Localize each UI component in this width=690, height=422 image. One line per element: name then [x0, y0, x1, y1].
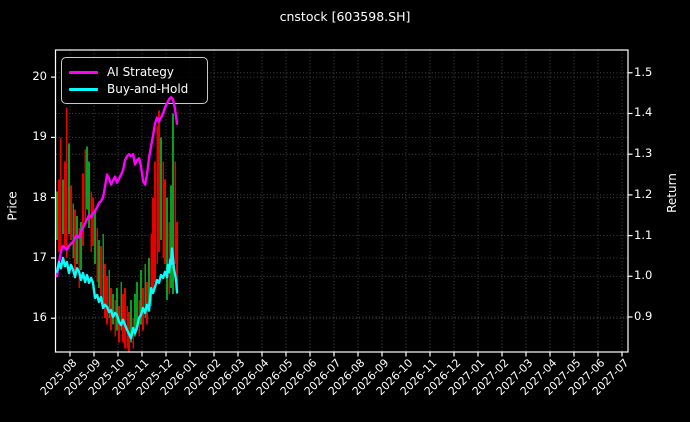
chart-legend: AI Strategy Buy-and-Hold	[61, 57, 208, 104]
return-tick-label: 1.0	[634, 268, 653, 283]
return-tick-label: 1.5	[634, 64, 653, 79]
chart-title: cnstock [603598.SH]	[279, 9, 411, 24]
legend-label: AI Strategy	[107, 65, 174, 79]
return-tick-label: 1.3	[634, 146, 653, 161]
legend-item-ai-strategy: AI Strategy	[69, 66, 200, 78]
legend-item-buy-and-hold: Buy-and-Hold	[69, 83, 200, 95]
legend-label: Buy-and-Hold	[107, 82, 189, 96]
price-tick-label: 19	[32, 129, 47, 144]
ai-strategy-line-swatch	[69, 70, 98, 74]
price-tick-label: 20	[32, 69, 47, 84]
price-tick-label: 18	[32, 189, 47, 204]
price-tick-label: 16	[32, 310, 47, 325]
return-tick-label: 1.2	[634, 186, 653, 201]
return-tick-label: 0.9	[634, 308, 653, 323]
price-tick-label: 17	[32, 249, 47, 264]
return-tick-label: 1.4	[634, 105, 653, 120]
return-tick-label: 1.1	[634, 227, 653, 242]
buy-and-hold-line-swatch	[69, 87, 98, 91]
